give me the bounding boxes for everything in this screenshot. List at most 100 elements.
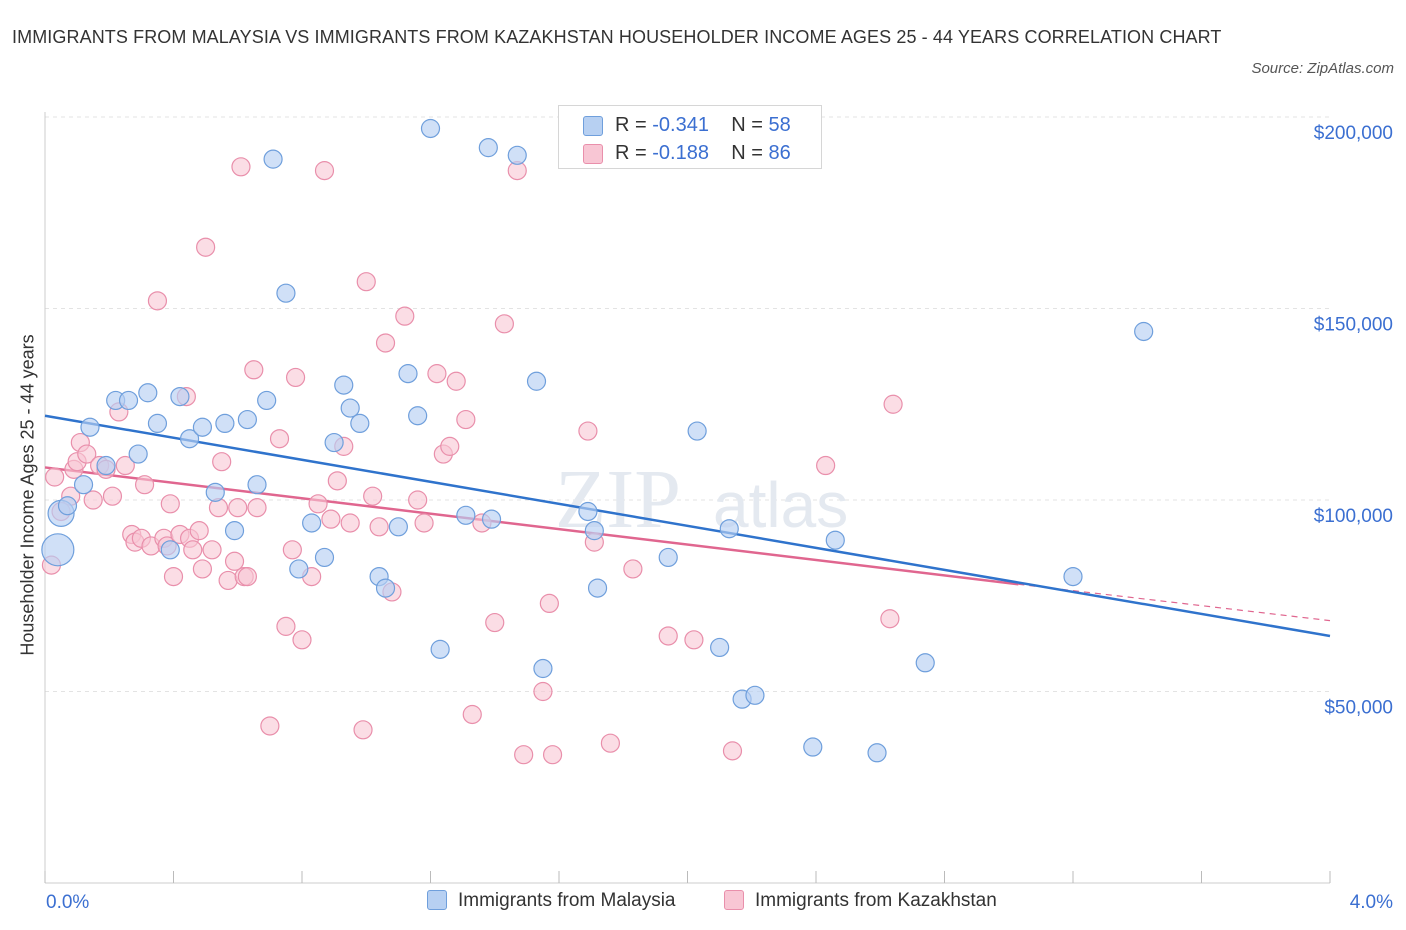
point-malaysia-26 xyxy=(324,432,344,453)
trend-kazakhstan xyxy=(44,466,1019,586)
point-malaysia-4 xyxy=(80,417,100,437)
point-kazakhstan-23 xyxy=(163,566,184,587)
point-malaysia-5 xyxy=(96,455,116,476)
point-kazakhstan-19 xyxy=(147,291,168,311)
gridlines xyxy=(45,116,1330,692)
point-malaysia-17 xyxy=(224,521,245,541)
point-malaysia-18 xyxy=(237,409,257,430)
point-kazakhstan-67 xyxy=(446,371,466,391)
malaysia-points xyxy=(41,118,1154,763)
trend-lines xyxy=(44,414,1331,638)
point-malaysia-37 xyxy=(456,505,476,525)
point-kazakhstan-36 xyxy=(228,498,248,518)
point-kazakhstan-51 xyxy=(321,509,341,529)
point-kazakhstan-54 xyxy=(340,513,360,533)
point-malaysia-55 xyxy=(915,653,935,673)
legend-swatch-kazakhstan xyxy=(583,144,603,164)
point-malaysia-8 xyxy=(128,444,148,464)
point-malaysia-57 xyxy=(1134,321,1154,342)
point-malaysia-3 xyxy=(73,475,94,495)
point-malaysia-38 xyxy=(478,138,498,158)
point-kazakhstan-55 xyxy=(353,720,373,740)
point-malaysia-15 xyxy=(205,482,225,502)
point-kazakhstan-86 xyxy=(880,609,900,629)
trend-malaysia xyxy=(44,414,1331,638)
point-kazakhstan-46 xyxy=(285,367,306,388)
point-malaysia-44 xyxy=(584,521,604,541)
point-malaysia-22 xyxy=(276,283,296,303)
point-kazakhstan-50 xyxy=(314,161,335,181)
point-kazakhstan-52 xyxy=(327,471,347,491)
point-kazakhstan-40 xyxy=(244,360,264,380)
point-kazakhstan-62 xyxy=(408,490,428,510)
point-malaysia-16 xyxy=(215,413,235,433)
point-malaysia-28 xyxy=(340,398,360,418)
point-kazakhstan-58 xyxy=(369,517,389,537)
point-kazakhstan-28 xyxy=(189,521,209,541)
point-kazakhstan-22 xyxy=(160,494,180,514)
point-kazakhstan-11 xyxy=(102,486,123,506)
point-malaysia-45 xyxy=(587,578,608,598)
legend-n-label: N = xyxy=(731,114,763,136)
legend-r-label: R = xyxy=(615,142,647,164)
legend-r-kazakhstan: -0.188 xyxy=(652,142,709,164)
point-malaysia-10 xyxy=(147,413,168,433)
point-kazakhstan-31 xyxy=(202,540,222,560)
point-malaysia-11 xyxy=(160,540,180,560)
point-malaysia-21 xyxy=(263,149,283,169)
point-kazakhstan-41 xyxy=(247,498,267,518)
point-malaysia-53 xyxy=(825,530,845,550)
point-kazakhstan-7 xyxy=(77,444,97,464)
point-malaysia-54 xyxy=(867,743,887,763)
point-kazakhstan-81 xyxy=(623,559,643,579)
point-kazakhstan-77 xyxy=(542,745,563,765)
legend: R = -0.341 N = 58 R = -0.188 N = 86 xyxy=(558,105,822,169)
point-malaysia-9 xyxy=(138,383,158,403)
point-malaysia-35 xyxy=(420,118,441,139)
kazakhstan-points xyxy=(41,157,903,765)
point-kazakhstan-44 xyxy=(276,616,296,636)
point-kazakhstan-43 xyxy=(269,429,290,449)
point-malaysia-49 xyxy=(719,519,739,539)
point-kazakhstan-87 xyxy=(883,394,903,414)
point-kazakhstan-8 xyxy=(83,490,103,510)
point-kazakhstan-42 xyxy=(260,716,280,736)
bottom-legend-label-kazakhstan: Immigrants from Kazakhstan xyxy=(755,890,997,911)
bottom-legend-label-malaysia: Immigrants from Malaysia xyxy=(458,890,676,911)
point-malaysia-7 xyxy=(118,390,139,411)
bottom-legend-swatch-kazakhstan xyxy=(724,890,744,910)
point-malaysia-23 xyxy=(289,559,309,579)
point-kazakhstan-49 xyxy=(308,494,328,514)
legend-n-kazakhstan: 86 xyxy=(768,142,791,164)
point-kazakhstan-72 xyxy=(494,314,514,334)
y-axis-label: Householder Income Ages 25 - 44 years xyxy=(17,334,38,656)
point-malaysia-40 xyxy=(507,145,527,165)
chart-title: IMMIGRANTS FROM MALAYSIA VS IMMIGRANTS F… xyxy=(12,27,1222,47)
point-malaysia-29 xyxy=(350,413,370,433)
point-malaysia-19 xyxy=(247,475,267,495)
point-malaysia-27 xyxy=(334,375,354,395)
point-malaysia-20 xyxy=(257,390,277,411)
point-kazakhstan-57 xyxy=(363,486,383,506)
point-kazakhstan-84 xyxy=(722,741,743,761)
bottom-legend-swatch-malaysia xyxy=(427,890,447,910)
point-malaysia-52 xyxy=(803,737,823,757)
point-kazakhstan-47 xyxy=(292,630,312,650)
legend-n-label: N = xyxy=(731,142,763,164)
point-malaysia-56 xyxy=(1063,566,1083,587)
point-kazakhstan-59 xyxy=(375,333,396,353)
point-kazakhstan-76 xyxy=(539,593,559,614)
point-malaysia-39 xyxy=(481,509,502,529)
point-malaysia-36 xyxy=(430,639,450,659)
point-kazakhstan-64 xyxy=(427,364,447,384)
point-malaysia-32 xyxy=(388,517,408,537)
point-kazakhstan-39 xyxy=(237,566,257,587)
point-kazakhstan-74 xyxy=(514,745,534,765)
point-kazakhstan-80 xyxy=(600,733,621,753)
point-kazakhstan-66 xyxy=(440,436,460,456)
point-kazakhstan-45 xyxy=(282,540,302,560)
legend-n-malaysia: 58 xyxy=(768,114,791,136)
point-kazakhstan-37 xyxy=(231,157,251,177)
point-malaysia-48 xyxy=(710,637,730,658)
